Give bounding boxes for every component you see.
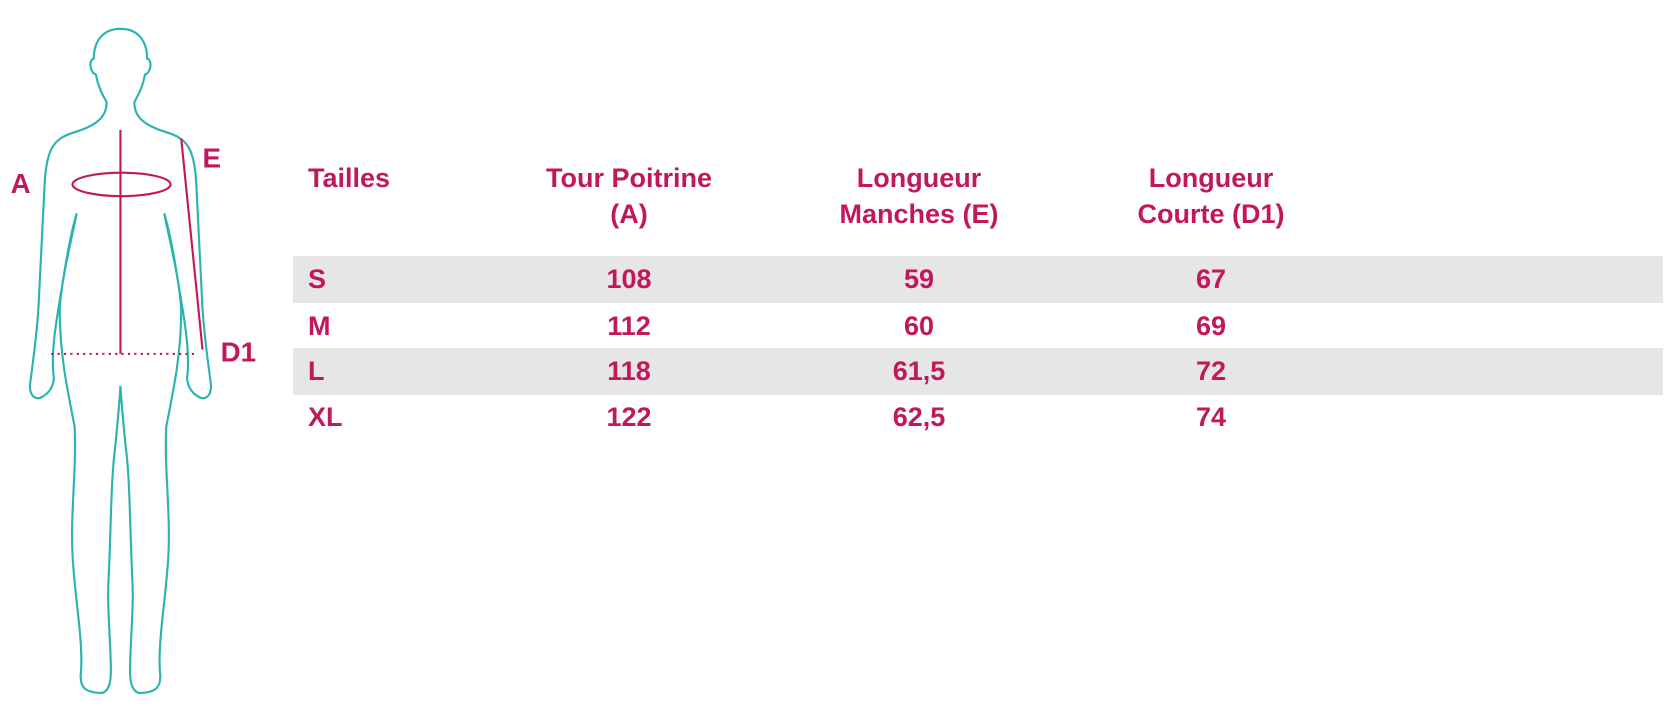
size-name: S	[308, 264, 327, 294]
column-header: Longueur	[1148, 163, 1274, 193]
size-value: 74	[1195, 402, 1227, 432]
body-right	[119, 27, 213, 694]
size-value: 118	[607, 356, 651, 386]
row-band	[293, 256, 1663, 303]
size-name: XL	[308, 402, 343, 432]
sleeve-line	[180, 138, 204, 350]
body-figure: A E D1	[11, 27, 256, 694]
chest-ellipse	[71, 171, 172, 198]
figure-drawing: A E D1	[11, 27, 256, 694]
size-value: 59	[903, 264, 935, 294]
body-left	[28, 27, 122, 694]
label-d1: D1	[221, 336, 256, 367]
size-value: 122	[606, 402, 652, 432]
size-value: 69	[1195, 311, 1227, 341]
size-value: 62,5	[892, 402, 946, 432]
size-value: 61,5	[892, 356, 946, 386]
column-header: Manches (E)	[839, 199, 999, 229]
column-header: Longueur	[856, 163, 982, 193]
size-name: L	[308, 356, 325, 386]
column-header: Courte (D1)	[1137, 199, 1285, 229]
size-name: M	[308, 311, 331, 341]
size-value: 60	[903, 311, 935, 341]
label-a: A	[11, 168, 31, 199]
label-e: E	[203, 142, 221, 173]
column-header: Tailles	[308, 163, 391, 193]
size-value: 108	[606, 264, 652, 294]
size-value: 72	[1195, 356, 1227, 386]
column-header: Tour Poitrine	[546, 163, 712, 193]
measure-lines	[51, 130, 204, 355]
row-band	[293, 348, 1663, 395]
column-header: (A)	[610, 199, 648, 229]
body-outline	[28, 27, 213, 694]
size-value: 67	[1195, 264, 1227, 294]
size-value: 112	[607, 311, 651, 341]
